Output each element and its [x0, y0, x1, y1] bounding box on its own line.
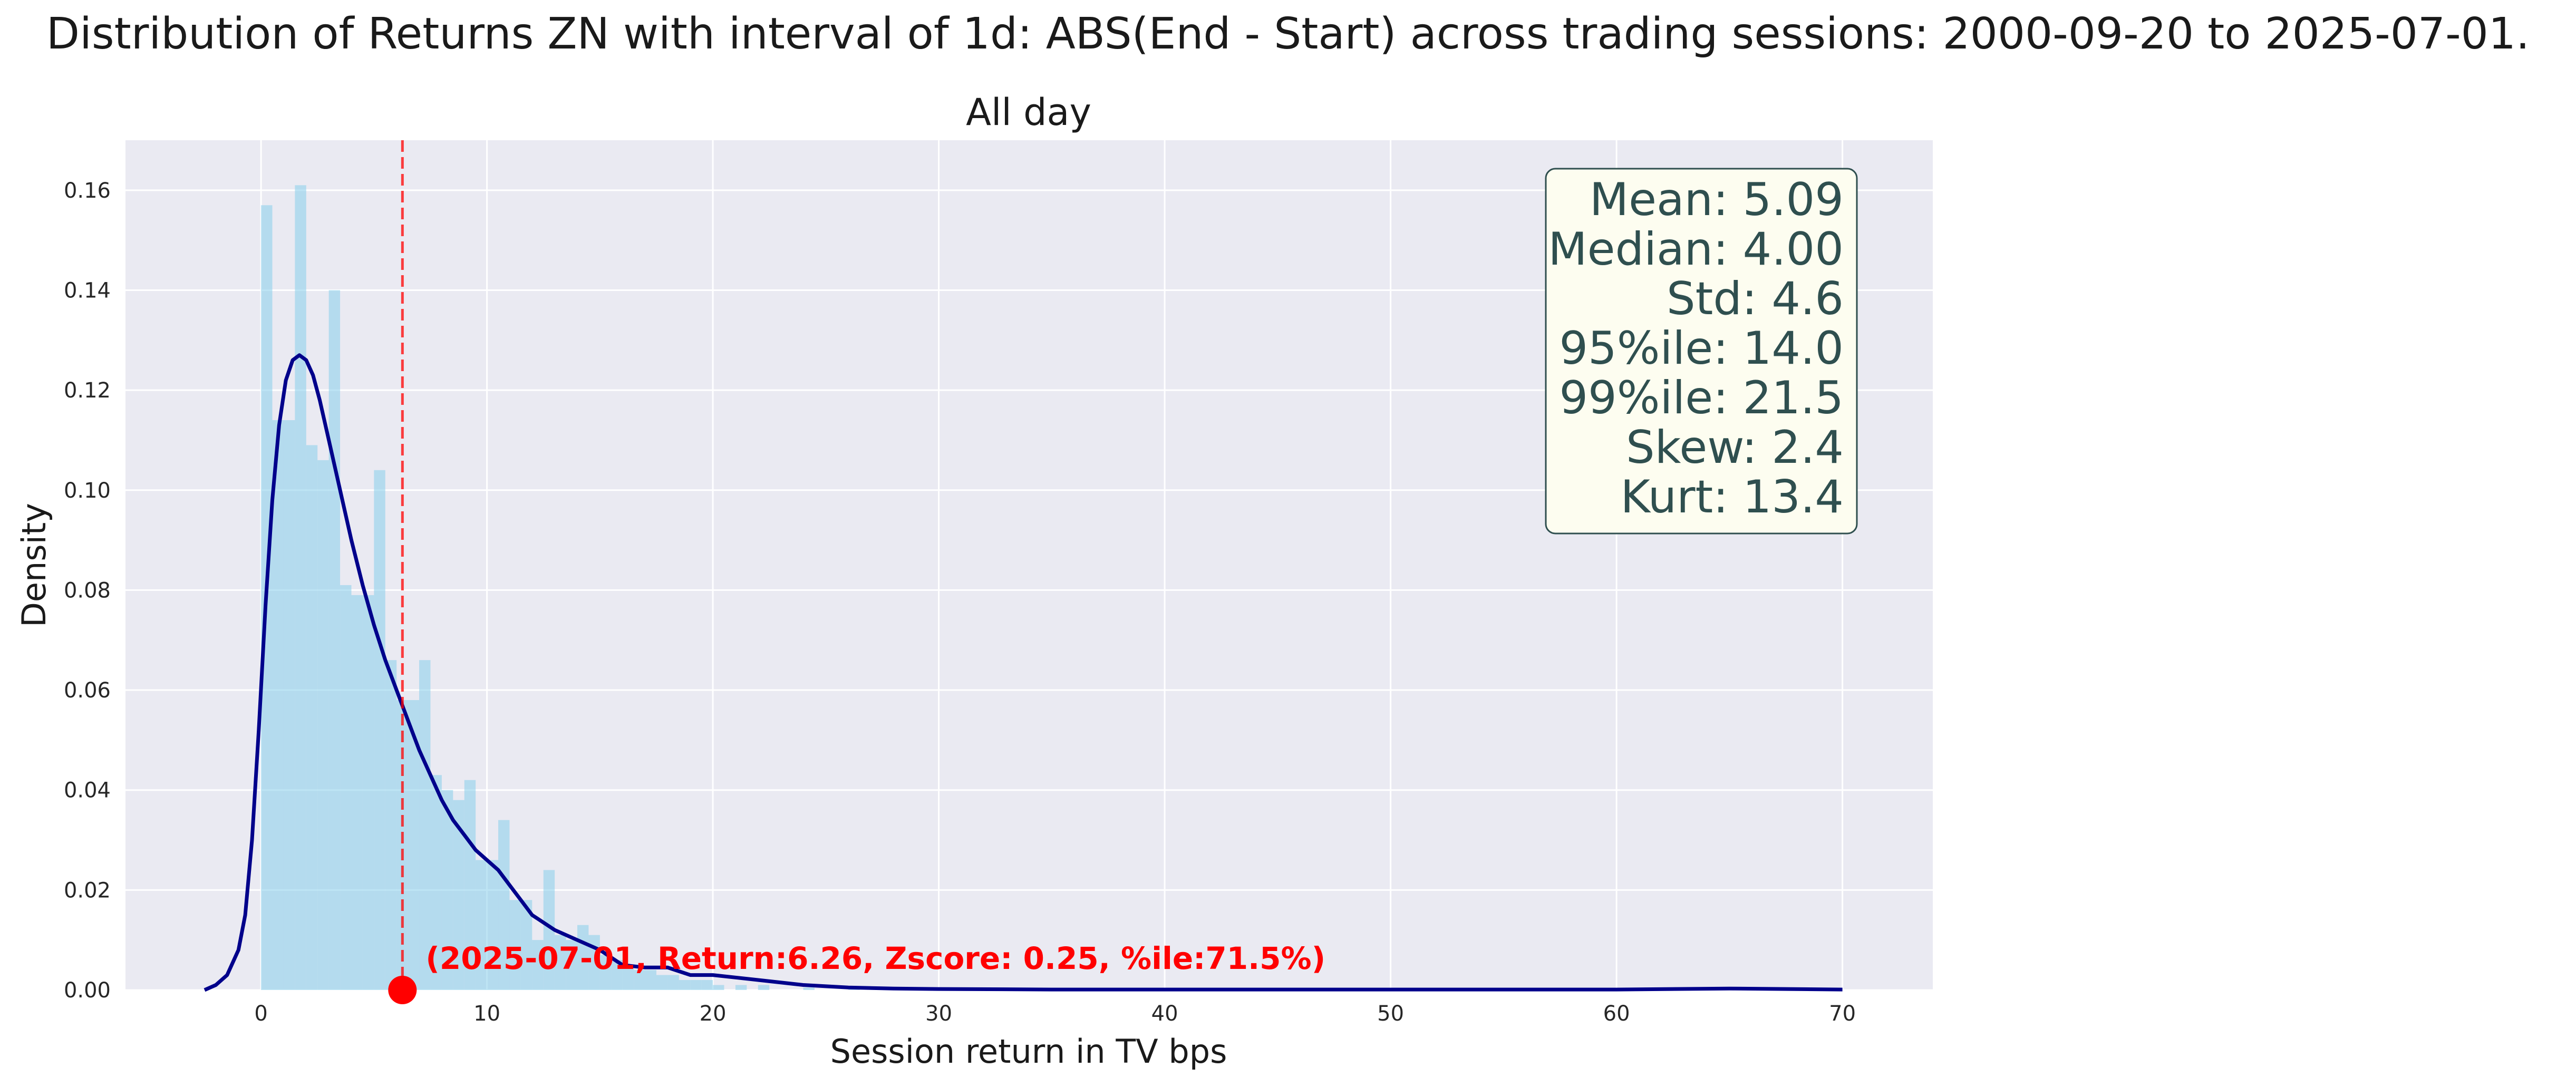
x-tick-label: 10 [473, 1002, 500, 1026]
histogram-bar [679, 980, 691, 990]
y-tick-label: 0.04 [64, 779, 111, 803]
histogram-bar [385, 660, 397, 990]
histogram-bar [520, 900, 532, 990]
y-tick-label: 0.00 [64, 978, 111, 1003]
histogram-bar [317, 460, 329, 990]
stats-line: Skew: 2.4 [1626, 421, 1844, 474]
histogram-bar [656, 975, 668, 990]
y-tick-labels: 0.00 0.02 0.04 0.06 0.08 0.10 0.12 0.14 0.16 [64, 179, 111, 1003]
histogram-bar [701, 980, 713, 990]
histogram-bar [453, 800, 464, 990]
y-tick-label: 0.14 [64, 278, 111, 303]
y-tick-label: 0.02 [64, 878, 111, 902]
histogram-bar [611, 960, 623, 990]
histogram-bar [599, 955, 612, 990]
histogram-bar [306, 445, 318, 990]
histogram-bar [464, 780, 476, 990]
x-tick-label: 20 [700, 1002, 727, 1026]
x-tick-label: 0 [254, 1002, 267, 1026]
x-tick-label: 40 [1151, 1002, 1178, 1026]
stats-line: 99%ile: 21.5 [1559, 372, 1844, 424]
stats-line: Std: 4.6 [1667, 273, 1844, 325]
kde-line [204, 353, 1843, 992]
y-axis-label: Density [15, 503, 53, 627]
histogram-bar [295, 185, 306, 990]
histogram-bar [408, 700, 420, 990]
stats-box-frame [1545, 168, 1858, 535]
histogram-bar [667, 975, 679, 990]
histogram-bar [622, 965, 634, 990]
y-tick-label: 0.08 [64, 578, 111, 603]
histogram-bar [713, 985, 724, 990]
y-tick-label: 0.16 [64, 179, 111, 203]
y-tick-label: 0.06 [64, 678, 111, 703]
histogram-bar [758, 985, 770, 990]
axes-title: All day [966, 91, 1091, 134]
histogram-bars [261, 185, 860, 991]
histogram-bar [645, 970, 656, 990]
marker-annotation: (2025-07-01, Return:6.26, Zscore: 0.25, … [425, 940, 1325, 976]
histogram-bar [374, 470, 385, 990]
histogram-bar [509, 900, 521, 990]
histogram-bar [476, 860, 487, 990]
stats-line: Median: 4.00 [1548, 223, 1844, 276]
stats-line: Kurt: 13.4 [1621, 471, 1844, 523]
histogram-bar [362, 595, 374, 990]
histogram-bar [634, 970, 645, 990]
x-tick-label: 50 [1377, 1002, 1404, 1026]
histogram-bar [340, 585, 352, 990]
histogram-bar [532, 940, 544, 990]
histogram-bar [272, 420, 284, 991]
x-tick-labels: 0 10 20 30 40 50 60 70 [254, 1002, 1856, 1026]
histogram-bar [498, 820, 510, 990]
y-tick-label: 0.10 [64, 479, 111, 503]
chart-title: Distribution of Returns ZN with interval… [46, 9, 2530, 59]
y-tick-label: 0.12 [64, 378, 111, 403]
histogram-bar [351, 595, 363, 990]
histogram-bar [419, 660, 431, 990]
histogram-bar [735, 985, 747, 990]
x-tick-label: 70 [1829, 1002, 1856, 1026]
x-tick-label: 30 [925, 1002, 952, 1026]
histogram-bar [283, 420, 295, 991]
histogram-bar [543, 870, 555, 990]
stats-line: 95%ile: 14.0 [1559, 322, 1844, 375]
histogram-bar [430, 775, 442, 990]
marker-point [388, 976, 417, 1004]
histogram-bar [328, 290, 341, 990]
histogram-bar [396, 700, 408, 990]
x-axis-label: Session return in TV bps [830, 1032, 1227, 1071]
histogram-bar [487, 860, 499, 990]
histogram-bar [566, 940, 577, 990]
x-tick-label: 60 [1603, 1002, 1630, 1026]
histogram-bar [803, 987, 815, 990]
histogram-bar [690, 980, 702, 990]
histogram-bar [441, 790, 453, 990]
histogram-bar [555, 935, 566, 990]
stats-line: Mean: 5.09 [1590, 173, 1844, 226]
